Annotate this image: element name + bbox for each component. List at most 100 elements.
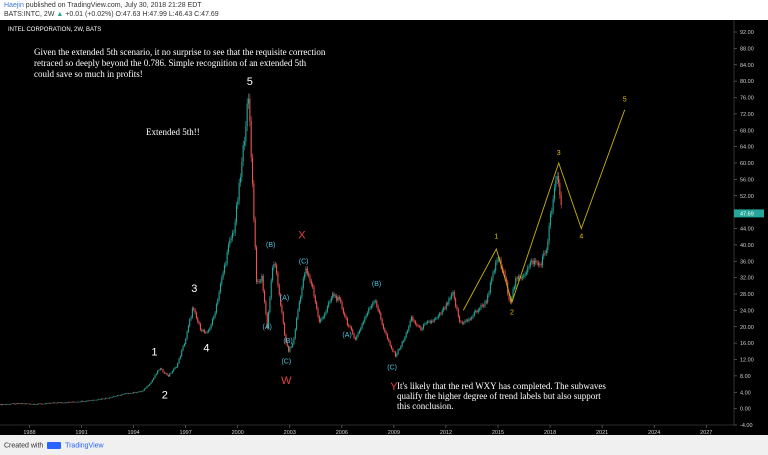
candle-body (209, 328, 211, 331)
close-value: C:47.69 (194, 11, 219, 18)
x-tick-label: 2015 (492, 430, 504, 435)
author-link[interactable]: Haejin (4, 2, 24, 9)
candle-body (487, 295, 489, 303)
candle-body (294, 329, 296, 339)
candle-body (31, 404, 33, 405)
candle-body (356, 336, 358, 340)
symbol-label: BATS:INTC, 2W (4, 11, 55, 18)
candle-body (36, 404, 38, 405)
candle-body (429, 321, 431, 323)
candle-body (505, 278, 507, 282)
candle-body (380, 312, 382, 320)
wave-label: (B) (266, 242, 275, 249)
candle-body (121, 394, 123, 396)
candle-body (365, 315, 367, 318)
candle-body (394, 351, 397, 357)
candle-body (330, 297, 332, 302)
candle-body (118, 394, 120, 396)
candle-body (46, 403, 48, 404)
price-chart[interactable]: INTEL CORPORATION, 2W, BATS 92.00 88.00 84.… (0, 20, 768, 435)
candle-body (253, 183, 255, 220)
candle-body (423, 324, 425, 329)
candle-body (477, 309, 479, 313)
last-price-label: 47.69 (740, 212, 754, 218)
chart-panel[interactable]: INTEL CORPORATION, 2W, BATS 92.00 88.00 84.… (0, 20, 768, 435)
x-tick-label: 1991 (75, 430, 87, 435)
candle-body (344, 312, 346, 317)
candle-body (528, 266, 530, 268)
candle-body (58, 402, 60, 403)
candle-body (146, 386, 148, 389)
candle-body (384, 328, 386, 332)
candle-body (433, 319, 435, 322)
candle-body (254, 219, 256, 248)
candle-body (360, 328, 362, 331)
candle-body (30, 403, 32, 405)
candle-body (435, 318, 437, 320)
candle-body (461, 322, 463, 324)
candle-body (332, 293, 334, 298)
tradingview-link[interactable]: TradingView (65, 442, 104, 450)
candle-body (552, 198, 554, 212)
candle-body (247, 98, 250, 104)
candle-body (117, 395, 119, 396)
candle-body (261, 275, 263, 282)
candle-body (10, 404, 12, 405)
candle-body (203, 330, 205, 333)
annotation-note1-line3: could save so much in profits! (34, 69, 143, 79)
candle-body (556, 175, 558, 180)
candle-body (404, 337, 406, 341)
candle-body (491, 278, 493, 283)
candle-body (221, 277, 223, 285)
candle-body (326, 306, 328, 312)
candle-body (28, 403, 30, 405)
candle-body (309, 275, 311, 281)
candle-body (190, 317, 192, 320)
candle-body (223, 265, 226, 273)
candle-body (503, 270, 505, 272)
candle-body (78, 401, 80, 403)
candle-body (75, 401, 77, 403)
wave-label: (B) (283, 338, 292, 345)
x-tick-label: 2009 (388, 430, 400, 435)
candle-body (548, 225, 550, 242)
candle-body (373, 301, 375, 303)
candle-body (467, 320, 469, 322)
candle-body (113, 396, 115, 398)
candle-body (308, 273, 310, 276)
candle-body (170, 373, 172, 374)
candle-body (545, 250, 548, 253)
candle-body (290, 346, 292, 348)
candle-body (493, 270, 495, 273)
candle-body (163, 372, 165, 374)
candle-body (83, 401, 85, 402)
candle-body (527, 267, 529, 273)
candle-body (123, 393, 125, 395)
candle-body (465, 320, 467, 321)
candle-body (537, 263, 540, 265)
candle-body (139, 391, 141, 393)
candle-body (52, 402, 54, 404)
candle-body (147, 385, 149, 387)
candle-body (386, 334, 389, 339)
candle-body (182, 346, 184, 351)
candle-body (540, 264, 542, 266)
candle-body (368, 308, 370, 313)
candle-body (237, 200, 239, 206)
candle-body (94, 399, 96, 401)
candle-body (513, 286, 515, 289)
change-value: +0.01 (+0.02%) (65, 11, 114, 18)
x-tick-label: 2027 (700, 430, 712, 435)
candle-body (492, 272, 494, 279)
candle-body (496, 259, 498, 263)
candle-body (297, 309, 299, 319)
candle-body (60, 402, 63, 404)
candle-body (167, 375, 169, 377)
wave-label: 2 (162, 389, 168, 401)
candle-body (55, 402, 57, 404)
candle-body (533, 260, 535, 265)
candle-body (366, 312, 368, 316)
candle-body (334, 295, 336, 297)
y-tick-label: 44.00 (740, 227, 754, 233)
candle-body (453, 292, 455, 299)
